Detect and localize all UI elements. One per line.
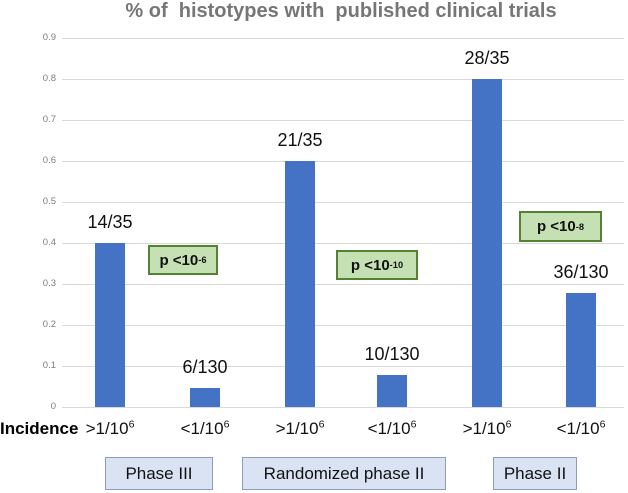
y-axis-tick-label: 0.7 <box>42 114 56 125</box>
bar <box>285 161 315 407</box>
bar-value-label: 28/35 <box>464 48 510 68</box>
bar-value-label: 21/35 <box>277 130 323 150</box>
gridline <box>62 407 624 408</box>
bar-value-label: 6/130 <box>182 357 228 377</box>
p-value-box: p <10 -6 <box>148 245 218 275</box>
incidence-category-label: >1/106 <box>275 418 325 438</box>
phase-group-box: Phase II <box>493 457 577 490</box>
incidence-category-label: >1/106 <box>462 418 512 438</box>
bar <box>377 375 407 407</box>
gridline <box>62 202 624 203</box>
bar-value-label: 36/130 <box>553 262 609 282</box>
y-axis-tick-label: 0.5 <box>42 196 56 207</box>
y-axis-tick-label: 0.2 <box>42 319 56 330</box>
phase-group-box: Randomized phase II <box>242 457 446 490</box>
bar <box>95 243 125 407</box>
incidence-category-label: >1/106 <box>85 418 135 438</box>
gridline <box>62 325 624 326</box>
y-axis-tick-label: 0.9 <box>42 32 56 43</box>
incidence-category-label: <1/106 <box>367 418 417 438</box>
gridline <box>62 243 624 244</box>
gridline <box>62 79 624 80</box>
incidence-category-label: <1/106 <box>180 418 230 438</box>
gridline <box>62 284 624 285</box>
p-value-box: p <10 -10 <box>336 250 418 280</box>
incidence-axis-label: Incidence <box>0 419 79 438</box>
y-axis-tick-label: 0.4 <box>42 237 56 248</box>
y-axis-tick-label: 0.3 <box>42 278 56 289</box>
chart-title: % of histotypes with published clinical … <box>125 0 557 22</box>
bar-value-label: 14/35 <box>87 212 133 232</box>
y-axis-tick-label: 0 <box>50 401 56 412</box>
gridline <box>62 366 624 367</box>
y-axis-tick-label: 0.8 <box>42 73 56 84</box>
p-value-box: p <10 -8 <box>519 211 602 242</box>
gridline <box>62 120 624 121</box>
incidence-category-label: <1/106 <box>556 418 606 438</box>
bar <box>566 293 596 407</box>
y-axis-tick-label: 0.1 <box>42 360 56 371</box>
y-axis-tick-label: 0.6 <box>42 155 56 166</box>
bar <box>190 388 220 407</box>
gridline <box>62 38 624 39</box>
bar <box>472 79 502 407</box>
bar-value-label: 10/130 <box>364 344 420 364</box>
phase-group-box: Phase III <box>105 457 213 490</box>
gridline <box>62 161 624 162</box>
